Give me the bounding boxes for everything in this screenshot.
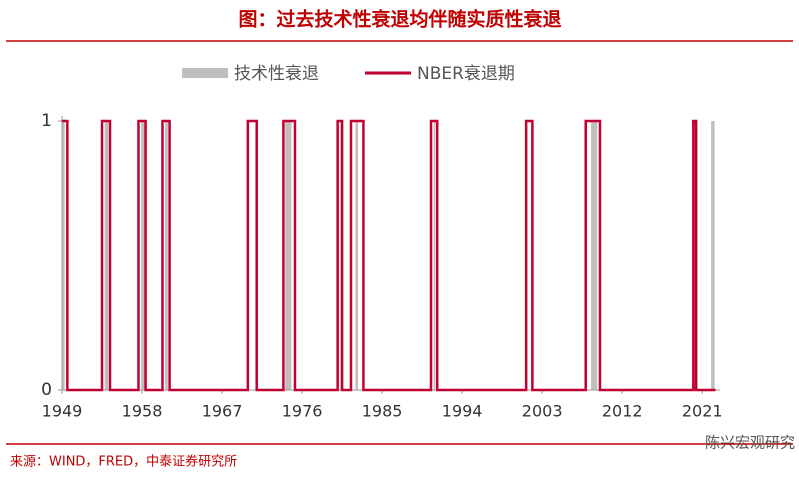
y-tick-label: 0 bbox=[41, 380, 52, 400]
bar bbox=[433, 121, 436, 390]
x-tick-label: 1967 bbox=[202, 402, 243, 421]
chart-title: 图：过去技术性衰退均伴随实质性衰退 bbox=[238, 8, 561, 31]
y-tick-label: 1 bbox=[41, 111, 52, 131]
bar bbox=[62, 121, 65, 390]
line bbox=[62, 119, 716, 392]
bar bbox=[165, 121, 168, 390]
x-tick-label: 1985 bbox=[362, 402, 403, 421]
x-tick-label: 2003 bbox=[522, 402, 563, 421]
legend-label: NBER衰退期 bbox=[417, 64, 515, 84]
x-tick-label: 2012 bbox=[602, 402, 643, 421]
bar bbox=[711, 121, 715, 390]
bar bbox=[104, 121, 109, 390]
x-tick-label: 1958 bbox=[122, 402, 163, 421]
x-tick-label: 2021 bbox=[682, 402, 723, 421]
x-tick-label: 1976 bbox=[282, 402, 323, 421]
source: 来源：WIND，FRED，中泰证券研究所 bbox=[10, 454, 237, 470]
legend-label: 技术性衰退 bbox=[234, 64, 319, 84]
legend-swatch bbox=[182, 68, 228, 78]
bar bbox=[285, 121, 292, 390]
bar bbox=[591, 121, 598, 390]
bar bbox=[355, 121, 359, 390]
watermark: 陈兴宏观研究 bbox=[705, 434, 795, 452]
x-tick-label: 1949 bbox=[42, 402, 83, 421]
x-tick-label: 1994 bbox=[442, 402, 483, 421]
bar bbox=[141, 121, 145, 390]
